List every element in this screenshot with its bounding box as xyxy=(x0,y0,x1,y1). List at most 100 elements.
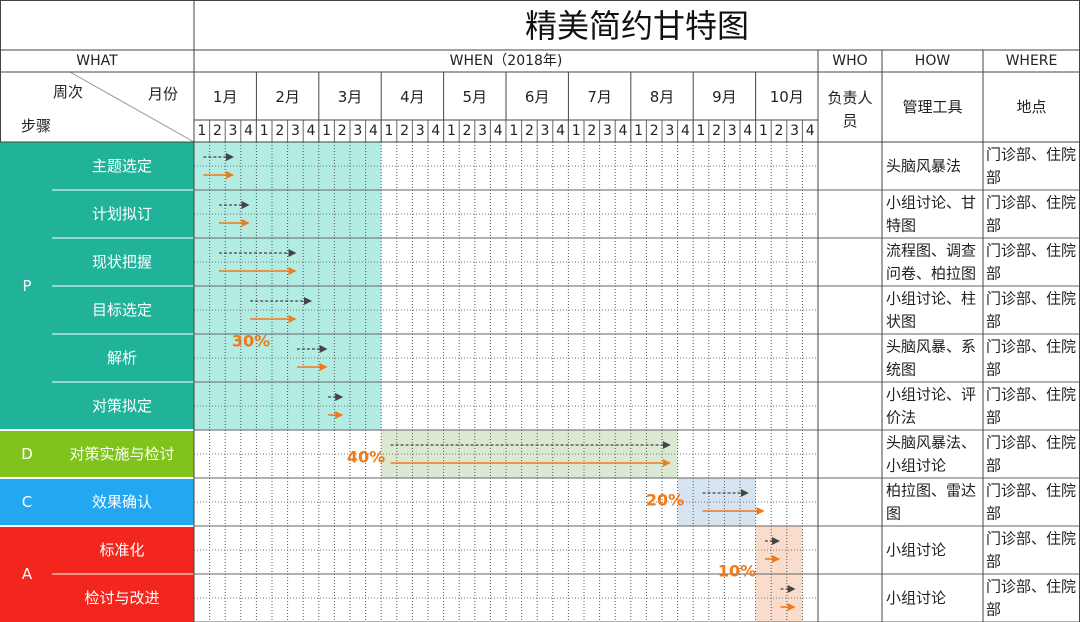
week-number: 2 xyxy=(275,123,284,139)
task-name: 目标选定 xyxy=(92,301,152,319)
tools-cell: 小组讨论、评价法 xyxy=(886,386,976,427)
tools-cell: 柏拉图、雷达图 xyxy=(886,482,976,523)
week-number: 3 xyxy=(291,123,300,139)
month-label: 3月 xyxy=(338,88,363,106)
week-number: 1 xyxy=(759,123,768,139)
week-number: 2 xyxy=(775,123,784,139)
month-label: 1月 xyxy=(213,88,238,106)
location-cell: 门诊部、住院部 xyxy=(986,338,1076,379)
phase-block xyxy=(0,478,194,526)
location-cell: 门诊部、住院部 xyxy=(986,290,1076,331)
phase-block xyxy=(0,430,194,478)
week-number: 1 xyxy=(385,123,394,139)
percent-label: 20% xyxy=(646,491,684,510)
week-number: 2 xyxy=(400,123,409,139)
task-name: 标准化 xyxy=(99,541,144,559)
week-number: 1 xyxy=(634,123,643,139)
location-cell: 门诊部、住院部 xyxy=(986,386,1076,427)
task-name: 对策拟定 xyxy=(92,397,152,415)
location-cell: 门诊部、住院部 xyxy=(986,434,1076,475)
header-who: WHO xyxy=(832,53,867,69)
week-number: 2 xyxy=(712,123,721,139)
month-label: 2月 xyxy=(275,88,300,106)
location-cell: 门诊部、住院部 xyxy=(986,242,1076,283)
location-cell: 门诊部、住院部 xyxy=(986,578,1076,619)
phase-code: A xyxy=(22,565,33,583)
week-number: 3 xyxy=(229,123,238,139)
week-number: 4 xyxy=(806,123,815,139)
task-name: 检讨与改进 xyxy=(84,589,159,607)
header-what: WHAT xyxy=(76,53,118,69)
week-number: 2 xyxy=(463,123,472,139)
task-name: 解析 xyxy=(107,349,137,367)
header-how: HOW xyxy=(915,53,951,69)
location-cell: 门诊部、住院部 xyxy=(986,146,1076,187)
phase-code: C xyxy=(22,493,32,511)
tools-cell: 流程图、调查问卷、柏拉图 xyxy=(886,242,976,283)
task-name: 对策实施与检讨 xyxy=(69,445,174,463)
week-number: 1 xyxy=(197,123,206,139)
tools-header: 管理工具 xyxy=(902,98,962,116)
percent-label: 10% xyxy=(718,562,756,581)
week-number: 2 xyxy=(650,123,659,139)
task-name: 效果确认 xyxy=(92,493,152,511)
location-cell: 门诊部、住院部 xyxy=(986,530,1076,571)
percent-label: 30% xyxy=(232,332,270,351)
week-number: 3 xyxy=(603,123,612,139)
week-number: 3 xyxy=(728,123,737,139)
tools-cell: 小组讨论 xyxy=(886,541,946,559)
week-number: 2 xyxy=(587,123,596,139)
week-number: 4 xyxy=(431,123,440,139)
week-number: 2 xyxy=(338,123,347,139)
week-number: 1 xyxy=(572,123,581,139)
page-title: 精美简约甘特图 xyxy=(525,7,749,45)
week-number: 1 xyxy=(322,123,331,139)
month-label: 5月 xyxy=(463,88,488,106)
week-number: 3 xyxy=(665,123,674,139)
phase-code: P xyxy=(22,277,31,295)
week-number: 3 xyxy=(478,123,487,139)
corner-diagonal xyxy=(69,71,195,143)
week-number: 4 xyxy=(743,123,752,139)
responsible-header: 负责人员 xyxy=(827,89,872,130)
task-name: 主题选定 xyxy=(92,157,152,175)
header-when: WHEN（2018年) xyxy=(450,53,563,69)
week-number: 1 xyxy=(447,123,456,139)
week-number: 4 xyxy=(619,123,628,139)
month-label: 7月 xyxy=(587,88,612,106)
week-number: 3 xyxy=(353,123,362,139)
location-cell: 门诊部、住院部 xyxy=(986,482,1076,523)
week-number: 4 xyxy=(244,123,253,139)
highlight-zone xyxy=(381,430,678,478)
month-label: 4月 xyxy=(400,88,425,106)
week-number: 3 xyxy=(790,123,799,139)
task-name: 计划拟订 xyxy=(92,205,152,223)
tools-cell: 头脑风暴法、小组讨论 xyxy=(886,434,976,475)
week-number: 1 xyxy=(260,123,269,139)
month-label: 10月 xyxy=(770,88,804,106)
phase-code: D xyxy=(21,445,33,463)
week-number: 4 xyxy=(681,123,690,139)
week-number: 2 xyxy=(213,123,222,139)
tools-cell: 小组讨论 xyxy=(886,589,946,607)
week-number: 2 xyxy=(525,123,534,139)
week-number: 3 xyxy=(416,123,425,139)
header-where: WHERE xyxy=(1006,53,1058,69)
week-number: 4 xyxy=(494,123,503,139)
percent-label: 40% xyxy=(347,448,385,467)
week-number: 1 xyxy=(509,123,518,139)
month-label: 月份 xyxy=(148,85,178,103)
week-number: 4 xyxy=(369,123,378,139)
tools-cell: 头脑风暴法 xyxy=(886,157,961,175)
tools-cell: 小组讨论、柱状图 xyxy=(886,290,976,331)
tools-cell: 头脑风暴、系统图 xyxy=(886,338,976,379)
month-label: 6月 xyxy=(525,88,550,106)
week-number: 4 xyxy=(556,123,565,139)
week-number: 3 xyxy=(541,123,550,139)
month-label: 8月 xyxy=(650,88,675,106)
tools-cell: 小组讨论、甘特图 xyxy=(886,194,976,235)
location-header: 地点 xyxy=(1016,98,1046,116)
location-cell: 门诊部、住院部 xyxy=(986,194,1076,235)
week-number: 4 xyxy=(307,123,316,139)
